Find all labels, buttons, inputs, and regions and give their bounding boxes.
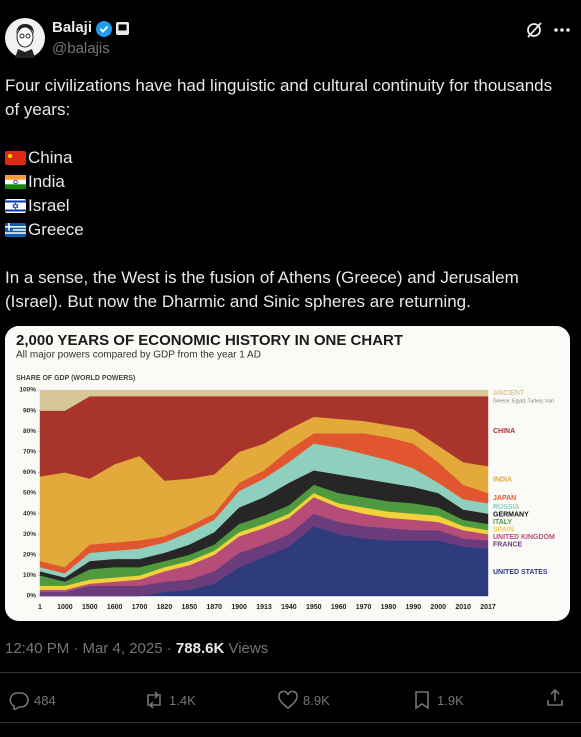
y-tick-label: 20% (23, 552, 36, 559)
series-label: ANCIENT (493, 390, 525, 397)
like[interactable]: 8.9K (277, 690, 330, 710)
reply-count: 484 (34, 692, 56, 708)
share-icon[interactable] (545, 688, 565, 708)
series-label: UNITED KINGDOM (493, 534, 555, 541)
reply-icon (9, 692, 29, 710)
y-tick-label: 30% (23, 531, 36, 538)
divider (0, 672, 581, 673)
series-label: ITALY (493, 519, 512, 526)
annotation: Greece, Egypt, Turkey, Iran (493, 398, 554, 404)
series-label: CHINA (493, 428, 515, 435)
series-label: GERMANY (493, 511, 529, 518)
y-tick-label: 100% (19, 387, 36, 394)
bookmark-count: 1.9K (437, 692, 464, 708)
y-tick-label: 60% (23, 469, 36, 476)
x-tick-label: 1000 (57, 604, 73, 611)
x-tick-label: 2017 (480, 604, 496, 611)
x-tick-label: 1850 (182, 604, 198, 611)
bookmark-icon (415, 691, 429, 710)
x-tick-label: 1500 (82, 604, 98, 611)
chart-image[interactable]: 2,000 YEARS OF ECONOMIC HISTORY IN ONE C… (5, 326, 570, 621)
chart: 2,000 YEARS OF ECONOMIC HISTORY IN ONE C… (5, 326, 570, 621)
y-tick-label: 80% (23, 428, 36, 435)
tweet-text: Four civilizations have had linguistic a… (5, 74, 565, 314)
x-tick-label: 1940 (281, 604, 297, 611)
timestamp[interactable]: 12:40 PM · Mar 4, 2025 · (5, 640, 172, 657)
views-label: Views (228, 640, 269, 657)
badges (96, 21, 129, 37)
y-tick-label: 70% (23, 449, 36, 456)
x-tick-label: 1970 (356, 604, 372, 611)
meta: 12:40 PM · Mar 4, 2025 · 788.6K Views (5, 640, 268, 657)
y-tick-label: 0% (27, 593, 37, 600)
x-tick-label: 2000 (430, 604, 446, 611)
y-tick-label: 50% (23, 490, 36, 497)
y-tick-label: 10% (23, 572, 36, 579)
x-tick-label: 1990 (406, 604, 422, 611)
series-label: FRANCE (493, 541, 522, 548)
top-icons[interactable] (524, 20, 574, 40)
x-tick-label: 1 (38, 604, 42, 611)
x-tick-label: 1950 (306, 604, 322, 611)
list-item: Israel (28, 196, 70, 215)
flag-greece (5, 223, 26, 237)
like-icon (278, 690, 298, 710)
closing: In a sense, the West is the fusion of At… (5, 268, 519, 311)
y-tick-label: 90% (23, 407, 36, 414)
bookmark[interactable]: 1.9K (411, 690, 464, 710)
series-label: UNITED STATES (493, 569, 548, 576)
flag-israel (5, 199, 26, 213)
intro: Four civilizations have had linguistic a… (5, 76, 553, 119)
chart-subtitle: All major powers compared by GDP from th… (16, 350, 261, 361)
flag-india (5, 175, 26, 189)
list-item: India (28, 172, 65, 191)
x-tick-label: 2010 (455, 604, 471, 611)
repost-icon (147, 691, 161, 709)
x-tick-label: 1870 (206, 604, 222, 611)
series-label: RUSSIA (493, 504, 519, 511)
reply[interactable]: 484 (8, 690, 56, 710)
author-name[interactable]: Balaji (52, 19, 93, 36)
x-tick-label: 1600 (107, 604, 123, 611)
list-item: Greece (28, 220, 84, 239)
x-tick-label: 1980 (381, 604, 397, 611)
repost[interactable]: 1.4K (143, 690, 196, 710)
like-count: 8.9K (303, 692, 330, 708)
author-handle[interactable]: @balajis (52, 40, 110, 57)
avatar[interactable] (5, 18, 45, 58)
chart-title: 2,000 YEARS OF ECONOMIC HISTORY IN ONE C… (16, 332, 403, 349)
x-tick-label: 1900 (231, 604, 247, 611)
views-count: 788.6K (175, 640, 225, 657)
series-label: SPAIN (493, 526, 514, 533)
area (39, 389, 489, 411)
series-label: JAPAN (493, 495, 516, 502)
x-tick-label: 1820 (157, 604, 173, 611)
x-tick-label: 1960 (331, 604, 347, 611)
y-tick-label: 40% (23, 510, 36, 517)
list-item: China (28, 148, 73, 167)
flag-china (5, 151, 26, 165)
repost-count: 1.4K (169, 692, 196, 708)
x-tick-label: 1700 (132, 604, 148, 611)
y-axis-label: SHARE OF GDP (WORLD POWERS) (16, 375, 135, 382)
bottom-border (0, 722, 581, 723)
x-tick-label: 1913 (256, 604, 272, 611)
series-label: INDIA (493, 476, 512, 483)
